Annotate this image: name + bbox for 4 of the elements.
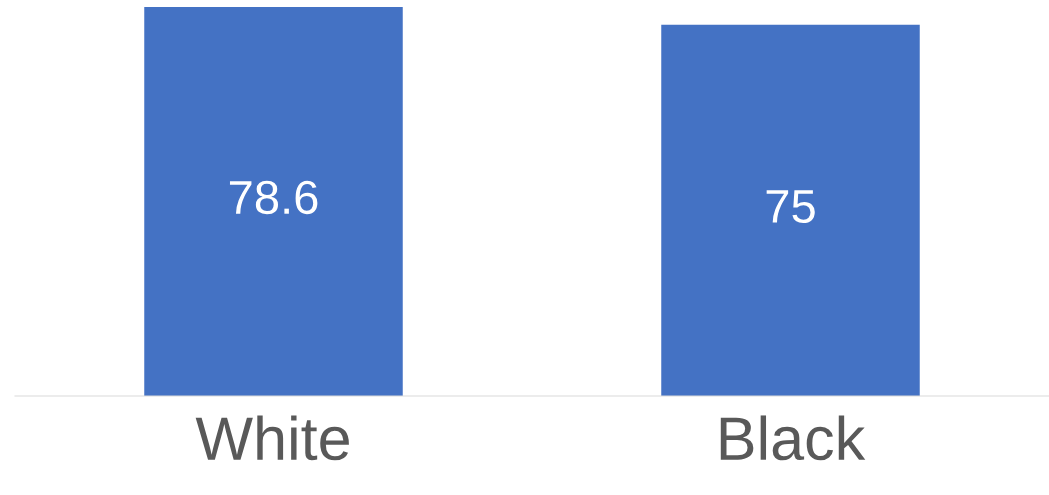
data-label: 78.6 — [229, 180, 318, 215]
data-label: 75 — [766, 190, 815, 224]
x-tick-label: White — [195, 415, 349, 461]
x-tick-label: Black — [720, 415, 866, 461]
